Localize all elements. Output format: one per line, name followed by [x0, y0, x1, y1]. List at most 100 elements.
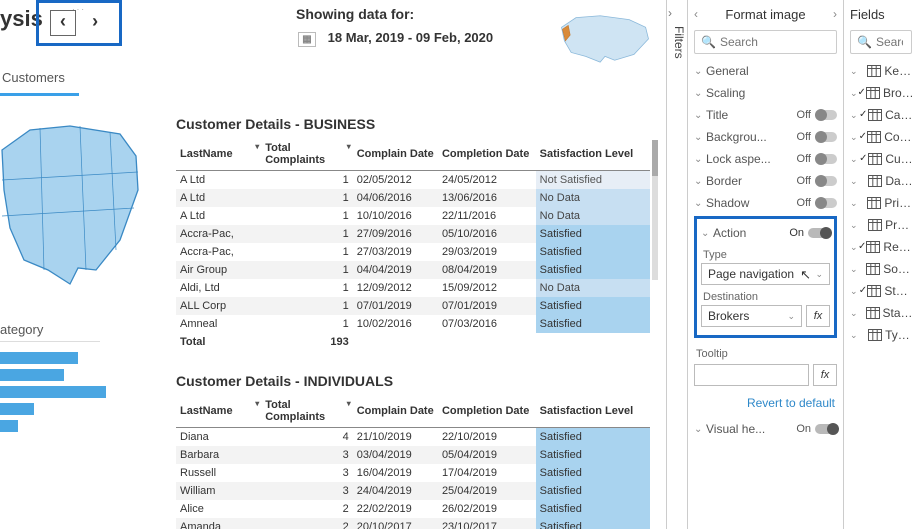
- field-item[interactable]: ⌄Statuse: [850, 302, 914, 324]
- tab-customers[interactable]: Customers: [0, 64, 79, 96]
- field-item[interactable]: ⌄✓Status: [850, 280, 914, 302]
- field-item[interactable]: ⌄Source: [850, 258, 914, 280]
- fields-search[interactable]: 🔍: [850, 30, 912, 54]
- table-row[interactable]: Barbara303/04/201905/04/2019Satisfied: [176, 446, 650, 464]
- table-cell: Satisfied: [536, 464, 650, 482]
- format-row[interactable]: ⌄Backgrou...Off: [694, 126, 837, 148]
- column-header[interactable]: Completion Date: [438, 138, 536, 171]
- type-select[interactable]: Page navigation ↖ ⌄: [701, 263, 830, 285]
- format-row[interactable]: ⌄TitleOff: [694, 104, 837, 126]
- category-bar[interactable]: [0, 386, 106, 398]
- table-cell: 10/10/2016: [353, 207, 438, 225]
- format-toggle[interactable]: [815, 110, 837, 120]
- chevron-down-icon: ⌄: [694, 424, 706, 435]
- revert-to-default-link[interactable]: Revert to default: [694, 396, 835, 410]
- chevron-down-icon: ⌄: [850, 176, 859, 187]
- mini-us-map[interactable]: [556, 8, 654, 66]
- business-table[interactable]: LastName▾Total Complaints▾Complain DateC…: [176, 138, 650, 351]
- table-row[interactable]: Alice222/02/201926/02/2019Satisfied: [176, 500, 650, 518]
- table-row[interactable]: ALL Corp107/01/201907/01/2019Satisfied: [176, 297, 650, 315]
- table-row[interactable]: Russell316/04/201917/04/2019Satisfied: [176, 464, 650, 482]
- us-map[interactable]: [0, 116, 140, 294]
- visual-header-state: On: [796, 423, 811, 435]
- table-cell: Satisfied: [536, 225, 650, 243]
- table-icon: [868, 329, 882, 341]
- column-header[interactable]: Total Complaints▾: [261, 138, 352, 171]
- visual-header-toggle[interactable]: [815, 424, 837, 434]
- action-header[interactable]: ⌄ Action On: [701, 223, 830, 243]
- format-row[interactable]: ⌄General: [694, 60, 837, 82]
- format-toggle[interactable]: [815, 198, 837, 208]
- visual-header-row[interactable]: ⌄ Visual he... On: [694, 418, 837, 440]
- table-cell: 1: [261, 279, 352, 297]
- category-bar[interactable]: [0, 403, 34, 415]
- format-toggle[interactable]: [815, 154, 837, 164]
- field-item[interactable]: ⌄✓Brokers: [850, 82, 914, 104]
- table-row[interactable]: Amanda220/10/201723/10/2017Satisfied: [176, 518, 650, 529]
- format-toggle[interactable]: [815, 132, 837, 142]
- action-toggle[interactable]: [808, 228, 830, 238]
- field-item[interactable]: ⌄Dates: [850, 170, 914, 192]
- fx-button[interactable]: fx: [806, 305, 830, 327]
- table-cell: 04/06/2016: [353, 189, 438, 207]
- chevron-down-icon: ⌄: [694, 110, 706, 121]
- table-cell: Amneal: [176, 315, 261, 333]
- filters-rail[interactable]: › Filters: [666, 0, 688, 529]
- field-item[interactable]: ⌄✓Compl: [850, 126, 914, 148]
- chevron-left-icon[interactable]: ‹: [694, 7, 698, 21]
- format-row[interactable]: ⌄Scaling: [694, 82, 837, 104]
- column-header[interactable]: Complain Date: [353, 138, 438, 171]
- table-row[interactable]: A Ltd104/06/201613/06/2016No Data: [176, 189, 650, 207]
- table-row[interactable]: William324/04/201925/04/2019Satisfied: [176, 482, 650, 500]
- drag-handle-icon[interactable]: ···: [72, 5, 86, 14]
- format-row[interactable]: ⌄ShadowOff: [694, 192, 837, 214]
- field-item[interactable]: ⌄Prioriti: [850, 192, 914, 214]
- format-search-input[interactable]: [716, 34, 830, 50]
- column-header[interactable]: Completion Date: [438, 395, 536, 428]
- table-row[interactable]: Amneal110/02/201607/03/2016Satisfied: [176, 315, 650, 333]
- category-bar-chart[interactable]: [0, 352, 140, 432]
- destination-select[interactable]: Brokers ⌄: [701, 305, 802, 327]
- format-search[interactable]: 🔍: [694, 30, 837, 54]
- format-row[interactable]: ⌄Lock aspe...Off: [694, 148, 837, 170]
- table-row[interactable]: Diana421/10/201922/10/2019Satisfied: [176, 428, 650, 447]
- field-item[interactable]: ⌄Types: [850, 324, 914, 346]
- column-header[interactable]: LastName▾: [176, 395, 261, 428]
- format-row-state: Off: [797, 131, 811, 143]
- field-item[interactable]: ⌄✓Custo: [850, 148, 914, 170]
- field-item[interactable]: ⌄✓Region: [850, 236, 914, 258]
- field-label: Region: [883, 240, 914, 254]
- chevron-right-icon[interactable]: ›: [833, 7, 837, 21]
- table-row[interactable]: Accra-Pac,127/09/201605/10/2016Satisfied: [176, 225, 650, 243]
- field-item[interactable]: ⌄Key M: [850, 60, 914, 82]
- chevron-down-icon: ⌄: [850, 330, 859, 341]
- column-header[interactable]: Satisfaction Level: [536, 138, 650, 171]
- category-bar[interactable]: [0, 420, 18, 432]
- chevron-down-icon: ⌄: [701, 228, 713, 239]
- field-item[interactable]: ⌄✓Categ: [850, 104, 914, 126]
- category-bar[interactable]: [0, 369, 64, 381]
- column-header[interactable]: Satisfaction Level: [536, 395, 650, 428]
- tooltip-input[interactable]: [694, 364, 809, 386]
- table-row[interactable]: A Ltd110/10/201622/11/2016No Data: [176, 207, 650, 225]
- table-cell: No Data: [536, 279, 650, 297]
- table-row[interactable]: A Ltd102/05/201224/05/2012Not Satisfied: [176, 171, 650, 190]
- showing-data-label: Showing data for:: [296, 6, 414, 22]
- column-header[interactable]: LastName▾: [176, 138, 261, 171]
- table-cell: 17/04/2019: [438, 464, 536, 482]
- table-row[interactable]: Air Group104/04/201908/04/2019Satisfied: [176, 261, 650, 279]
- table-row[interactable]: Aldi, Ltd112/09/201215/09/2012No Data: [176, 279, 650, 297]
- scroll-thumb[interactable]: [652, 140, 658, 176]
- field-item[interactable]: ⌄Produ: [850, 214, 914, 236]
- fields-search-input[interactable]: [872, 34, 905, 50]
- fx-button[interactable]: fx: [813, 364, 837, 386]
- category-bar[interactable]: [0, 352, 78, 364]
- individuals-table[interactable]: LastName▾Total Complaints▾Complain DateC…: [176, 395, 650, 529]
- format-toggle[interactable]: [815, 176, 837, 186]
- table-row[interactable]: Accra-Pac,127/03/201929/03/2019Satisfied: [176, 243, 650, 261]
- column-header[interactable]: Complain Date: [353, 395, 438, 428]
- table-cell: Satisfied: [536, 428, 650, 447]
- scrollbar[interactable]: [652, 140, 658, 280]
- format-row[interactable]: ⌄BorderOff: [694, 170, 837, 192]
- column-header[interactable]: Total Complaints▾: [261, 395, 352, 428]
